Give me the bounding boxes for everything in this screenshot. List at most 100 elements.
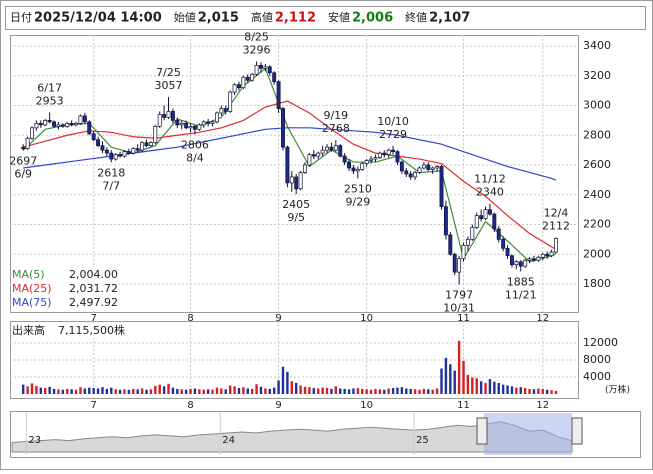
volume-bar — [176, 388, 179, 394]
volume-bar — [541, 388, 544, 394]
candle-body — [219, 108, 224, 114]
annotation-date: 7/7 — [102, 179, 120, 192]
header-label: 高値 — [251, 10, 273, 24]
volume-bar — [123, 389, 126, 394]
volume-bar — [330, 388, 333, 394]
candle-body — [408, 173, 413, 178]
volume-bar — [83, 388, 87, 394]
candle-body — [523, 259, 528, 267]
header-box — [5, 6, 646, 30]
candle-body — [457, 258, 462, 273]
volume-bar — [110, 387, 113, 394]
volume-bar — [352, 388, 355, 394]
volume-bar — [449, 364, 452, 394]
annotation-price: 2953 — [36, 95, 64, 108]
candle-body — [144, 142, 149, 147]
volume-bar — [453, 370, 456, 394]
candle-body — [263, 66, 268, 69]
candle-body — [254, 64, 259, 75]
navigator-handle[interactable] — [476, 417, 488, 445]
candle-body — [435, 166, 440, 169]
volume-bar — [79, 387, 82, 394]
volume-title-bg — [11, 323, 136, 338]
legend-value: 2,497.92 — [69, 296, 118, 309]
volume-bar — [127, 389, 131, 394]
volume-bar — [246, 388, 249, 394]
annotation-price: 2340 — [476, 186, 504, 199]
volume-bar — [272, 387, 276, 394]
candle-body — [514, 261, 519, 266]
candle-body — [192, 125, 197, 130]
y-tick-label: 3000 — [583, 99, 611, 112]
candle-body — [126, 151, 131, 154]
annotation-date: 9/5 — [287, 211, 305, 224]
candle-body — [492, 213, 497, 230]
candle-body — [109, 152, 114, 160]
volume-bar — [347, 389, 351, 394]
candle-body — [470, 227, 475, 240]
candle-body — [104, 149, 109, 154]
candle-body — [135, 148, 140, 151]
volume-bar — [488, 379, 492, 394]
candle-body — [87, 121, 92, 135]
candle-body — [285, 146, 290, 184]
candle-body — [276, 81, 281, 109]
volume-bar — [228, 385, 232, 394]
candle-body — [448, 234, 453, 255]
volume-bar — [462, 360, 465, 394]
volume-bar — [444, 357, 448, 394]
candle-body — [452, 253, 457, 273]
volume-bar — [26, 386, 29, 394]
candle-body — [554, 238, 558, 253]
candle-body — [369, 158, 374, 161]
candle-body — [351, 167, 356, 172]
volume-bar — [215, 387, 219, 394]
header-label: 日付 — [10, 11, 32, 24]
x-tick-label: 10 — [360, 313, 373, 324]
legend-value: 2,031.72 — [69, 282, 118, 295]
volume-bar — [532, 389, 536, 394]
navigator-handle[interactable] — [571, 417, 583, 445]
candle-body — [43, 120, 48, 126]
volume-bar — [158, 384, 161, 394]
volume-bar — [259, 386, 263, 394]
volume-bar — [422, 388, 426, 394]
volume-bar — [268, 388, 271, 394]
ma-line — [22, 67, 557, 263]
candle-body — [96, 139, 101, 147]
candle-body — [532, 258, 536, 261]
candle-body — [386, 149, 391, 155]
volume-bar — [537, 388, 540, 394]
annotation-date: 8/4 — [186, 151, 204, 164]
candle-body — [461, 245, 466, 260]
candle-body — [170, 111, 175, 121]
volume-bar — [317, 388, 320, 394]
volume-bar — [321, 387, 324, 394]
volume-bar — [501, 384, 505, 394]
candle-body — [148, 142, 153, 147]
candle-body — [483, 209, 488, 219]
candle-body — [373, 157, 378, 160]
candle-body — [501, 239, 506, 249]
candle-body — [395, 151, 400, 163]
volume-bar — [162, 386, 166, 394]
volume-bar — [383, 389, 386, 394]
volume-bar — [413, 389, 417, 394]
volume-bar — [220, 388, 223, 394]
candle-body — [201, 121, 206, 126]
candle-body — [329, 146, 334, 151]
volume-bar — [132, 388, 135, 394]
volume-bar — [431, 389, 434, 394]
y-tick-label: 2800 — [583, 128, 611, 141]
candle-body — [82, 115, 87, 123]
volume-bar — [361, 388, 364, 394]
volume-bar — [523, 388, 527, 394]
candle-body — [540, 253, 545, 258]
annotation-date: 6/9 — [14, 168, 32, 181]
candle-body — [184, 123, 189, 129]
volume-bar — [339, 388, 342, 394]
candle-body — [404, 170, 409, 175]
candle-body — [162, 114, 167, 118]
y-tick-label: 4000 — [583, 370, 611, 383]
